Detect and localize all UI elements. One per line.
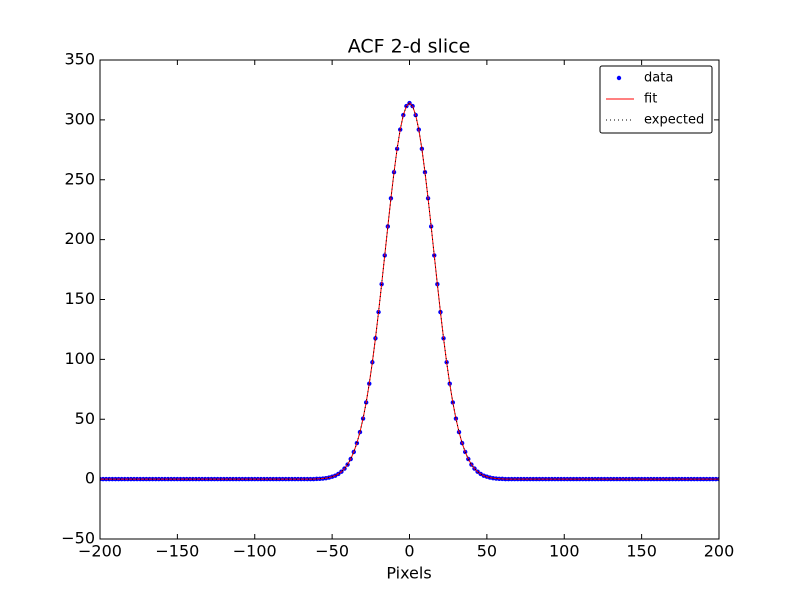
y-tick-label: −50 xyxy=(61,529,95,548)
series-line xyxy=(100,102,719,480)
plot-area xyxy=(100,100,719,482)
x-tick-label: 100 xyxy=(549,542,580,561)
legend-box xyxy=(599,65,713,134)
plot-frame xyxy=(99,59,720,540)
chart-title: ACF 2-d slice xyxy=(348,36,471,58)
y-tick-label: 300 xyxy=(64,109,95,128)
y-tick-label: 200 xyxy=(64,229,95,248)
x-axis-label: Pixels xyxy=(386,564,431,583)
y-tick-label: 0 xyxy=(85,469,95,488)
x-tick-label: −200 xyxy=(78,542,122,561)
x-tick-label: −150 xyxy=(155,542,199,561)
y-tick-label: 100 xyxy=(64,349,95,368)
x-tick-label: −100 xyxy=(233,542,277,561)
x-tick-label: 0 xyxy=(404,542,414,561)
y-tick-label: 50 xyxy=(75,409,95,428)
x-tick-label: 150 xyxy=(626,542,657,561)
y-tick-label: 150 xyxy=(64,289,95,308)
legend-label: expected xyxy=(644,113,704,128)
legend-swatch xyxy=(616,75,622,81)
y-tick-label: 350 xyxy=(64,50,95,69)
x-tick-label: −50 xyxy=(315,542,349,561)
x-tick-label: 50 xyxy=(477,542,497,561)
legend-label: fit xyxy=(644,92,657,107)
y-tick-label: 250 xyxy=(64,169,95,188)
x-tick-label: 200 xyxy=(704,542,735,561)
legend: data fit expected xyxy=(599,65,713,134)
legend-label: data xyxy=(644,71,673,86)
